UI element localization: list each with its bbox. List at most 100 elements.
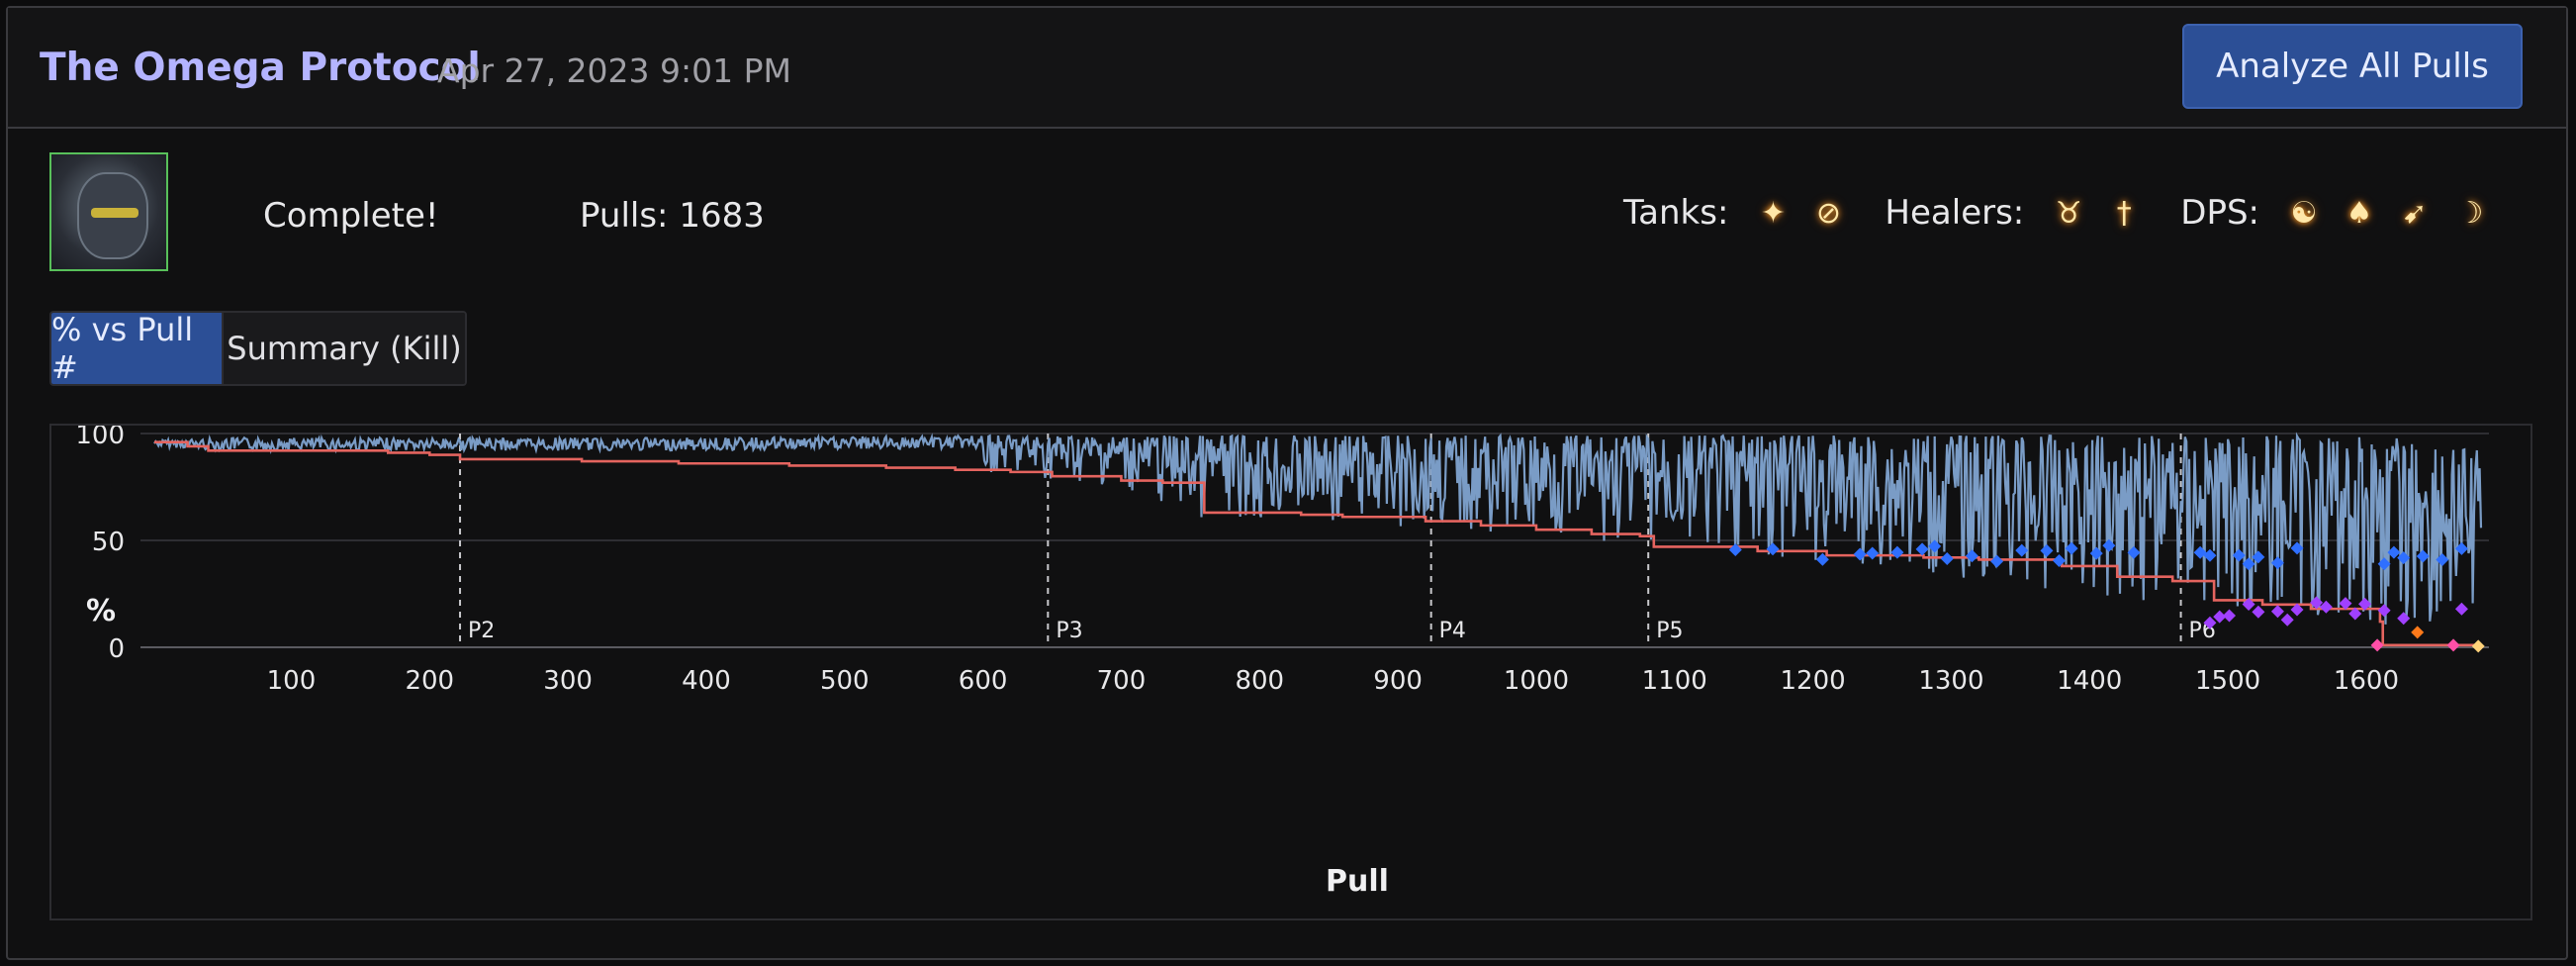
grid	[140, 433, 2489, 648]
dark-knight-job-icon: ⊘	[1815, 195, 1841, 231]
progress-status: Complete!	[263, 196, 439, 236]
p5-marker	[1853, 547, 1867, 561]
phase-label-p3: P3	[1056, 619, 1082, 643]
tab-summary-kill[interactable]: Summary (Kill)	[222, 313, 465, 384]
phase-label-p2: P2	[468, 619, 495, 643]
x-tick-label: 1500	[2195, 666, 2260, 696]
p6-marker	[2213, 610, 2227, 624]
p6-marker	[2223, 609, 2237, 623]
p5-marker	[2416, 549, 2430, 563]
p5-marker	[1940, 552, 1954, 566]
p5-marker	[1965, 549, 1978, 563]
header-bar: The Omega Protocol Apr 27, 2023 9:01 PM …	[8, 8, 2566, 129]
p5-marker	[1866, 546, 1880, 560]
p6-marker	[2358, 597, 2372, 611]
phase-lines: P2 P3 P4 P5 P6	[459, 434, 2216, 647]
party-composition: Tanks: ✦ ⊘ Healers: ♉ † DPS: ☯ ♠ ➹ ☽	[1623, 192, 2505, 234]
x-tick-label: 400	[682, 666, 731, 696]
p5-marker	[2232, 548, 2246, 562]
best-series	[154, 440, 2481, 647]
p6-marker	[2377, 604, 2391, 618]
p5-marker	[1990, 554, 2004, 568]
axes: 0 50 100 100 200 300 400 500 600 700 800 900 1000 110…	[75, 421, 2399, 696]
samurai-job-icon: ♠	[2346, 195, 2373, 231]
x-tick-label: 1000	[1504, 666, 1569, 696]
p6-marker	[2348, 607, 2362, 621]
monk-job-icon: ☯	[2290, 195, 2318, 231]
y-tick-label: 50	[92, 528, 125, 557]
pull-series	[153, 432, 2483, 625]
x-tick-label: 1300	[1918, 666, 1983, 696]
p6-marker	[2290, 603, 2304, 617]
summoner-job-icon: ☽	[2456, 195, 2484, 231]
p5-marker	[2065, 541, 2078, 555]
p5-marker	[2387, 545, 2401, 559]
p5-marker	[2053, 554, 2067, 568]
p5-marker	[2127, 545, 2141, 559]
p5-marker	[2252, 550, 2265, 564]
p5-marker	[2270, 556, 2284, 570]
p5-marker	[1928, 539, 1942, 553]
x-tick-label: 1100	[1642, 666, 1707, 696]
tab-percent-vs-pull[interactable]: % vs Pull #	[51, 313, 222, 384]
y-axis-label: %	[86, 594, 116, 628]
x-tick-label: 300	[543, 666, 593, 696]
x-axis-label: Pull	[1326, 864, 1389, 899]
p5-marker	[2015, 543, 2029, 557]
p6-marker	[2339, 597, 2352, 611]
x-tick-label: 800	[1235, 666, 1284, 696]
encounter-title[interactable]: The Omega Protocol	[40, 46, 481, 90]
avatar	[49, 152, 168, 271]
pull-count: Pulls: 1683	[580, 196, 765, 236]
p6-marker	[2454, 602, 2468, 616]
x-tick-label: 900	[1373, 666, 1423, 696]
white-mage-job-icon: †	[2116, 195, 2132, 231]
x-tick-label: 100	[267, 666, 317, 696]
phase-markers	[1728, 538, 2485, 653]
p5-marker	[1766, 542, 1780, 556]
pink-marker	[2446, 638, 2460, 652]
p5-marker	[1890, 545, 1904, 559]
p5-marker	[2377, 557, 2391, 571]
paladin-job-icon: ✦	[1760, 195, 1786, 231]
avatar-visor	[91, 208, 138, 218]
x-tick-label: 700	[1097, 666, 1147, 696]
p5-marker	[2102, 538, 2116, 552]
p5-marker	[2089, 546, 2103, 560]
x-tick-label: 1600	[2334, 666, 2399, 696]
machinist-job-icon: ➹	[2402, 195, 2428, 231]
p5-marker	[2203, 548, 2217, 562]
p6-marker	[2203, 616, 2217, 629]
tanks-label: Tanks:	[1623, 193, 1729, 233]
orange-marker	[2411, 626, 2425, 639]
x-tick-label: 600	[959, 666, 1008, 696]
best-progress-line	[154, 440, 2481, 647]
p5-marker	[2290, 541, 2304, 555]
p6-marker	[2397, 612, 2411, 626]
kill-marker	[2471, 639, 2485, 653]
p6-marker	[2242, 597, 2255, 611]
y-tick-label: 100	[75, 426, 125, 450]
x-tick-label: 500	[820, 666, 870, 696]
y-tick-label: 0	[108, 634, 125, 664]
p6-marker	[2270, 605, 2284, 619]
phase-label-p5: P5	[1656, 619, 1683, 643]
p5-marker	[2040, 543, 2054, 557]
view-tabs: % vs Pull # Summary (Kill)	[49, 311, 467, 386]
x-tick-label: 1400	[2057, 666, 2122, 696]
p5-marker	[1915, 542, 1929, 556]
pull-percent-line	[153, 432, 2483, 625]
p6-marker	[2280, 613, 2294, 627]
p5-marker	[1728, 542, 1742, 556]
p5-marker	[1815, 552, 1829, 566]
p5-marker	[2193, 545, 2207, 559]
p6-marker	[2252, 605, 2265, 619]
p5-marker	[2397, 551, 2411, 565]
encounter-date: Apr 27, 2023 9:01 PM	[437, 51, 791, 90]
p5-marker	[2436, 552, 2449, 566]
progress-chart: P2 P3 P4 P5 P6 0 50 100 100 200 300 400 500 600 700 80…	[49, 421, 2532, 920]
analyze-all-pulls-button[interactable]: Analyze All Pulls	[2182, 24, 2523, 109]
x-tick-label: 200	[405, 666, 454, 696]
p6-marker	[2310, 596, 2324, 610]
